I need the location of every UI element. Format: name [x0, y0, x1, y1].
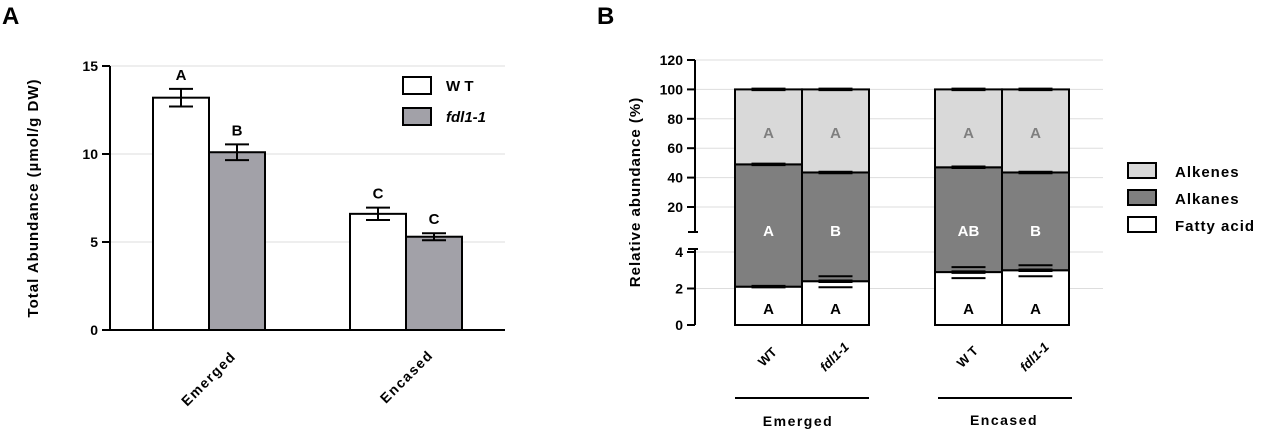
- bar-a: [208, 151, 266, 331]
- legend-swatch-alkanes: [1127, 189, 1157, 206]
- significance-letter-alkenes: A: [1030, 125, 1041, 142]
- significance-letter-alkanes: B: [1030, 223, 1041, 240]
- bar-a: [349, 212, 407, 331]
- legend-label-fdl: fdl1-1: [446, 109, 486, 126]
- y-tick-label-a: 0: [90, 322, 98, 338]
- group-label-emerged: Emerged: [763, 413, 833, 429]
- legend-swatch-wt: [402, 76, 432, 95]
- significance-letter-alkenes: A: [963, 125, 974, 142]
- significance-letter-alkenes: A: [763, 125, 774, 142]
- y-axis-title-a: Total Abundance (µmol/g DW): [25, 79, 42, 318]
- legend-swatch-alkenes: [1127, 162, 1157, 179]
- y-tick-label-b: 120: [660, 52, 684, 68]
- y-tick-label-b: 0: [675, 317, 683, 333]
- bar-segment-alkenes: [734, 88, 803, 166]
- legend-label-alkanes: Alkanes: [1175, 191, 1240, 208]
- y-tick-label-b: 100: [660, 81, 684, 97]
- legend-swatch-fdl: [402, 107, 432, 126]
- bar-a: [152, 96, 210, 332]
- bar-label-b: fdl1-1: [817, 339, 852, 374]
- y-tick-label-b: 2: [675, 281, 683, 297]
- significance-letter-a: B: [232, 122, 243, 139]
- bar-segment-fatty-acid: [934, 271, 1003, 327]
- y-tick-label-a: 10: [82, 146, 98, 162]
- y-tick-label-a: 5: [90, 234, 98, 250]
- significance-letter-fatty-acid: A: [830, 301, 841, 318]
- bar-segment-alkanes: [801, 171, 870, 283]
- y-axis-title-b: Relative abundance (%): [627, 97, 644, 287]
- y-tick-label-a: 15: [82, 58, 98, 74]
- bar-segment-fatty-acid: [801, 280, 870, 327]
- category-label-a: Encased: [377, 347, 436, 406]
- bar-segment-alkanes: [1001, 171, 1070, 272]
- y-tick-label-b: 80: [667, 111, 683, 127]
- y-tick-label-b: 20: [667, 199, 683, 215]
- significance-letter-fatty-acid: A: [763, 301, 774, 318]
- significance-letter-alkanes: A: [763, 223, 774, 240]
- significance-letter-alkanes: B: [830, 223, 841, 240]
- bar-label-b: WT: [755, 344, 780, 369]
- significance-letter-a: C: [429, 211, 440, 228]
- significance-letter-a: C: [373, 186, 384, 203]
- bar-a: [405, 235, 463, 331]
- significance-letter-alkenes: A: [830, 125, 841, 142]
- significance-letter-fatty-acid: A: [1030, 301, 1041, 318]
- panel-label-b: B: [597, 3, 614, 30]
- bar-segment-alkenes: [801, 88, 870, 174]
- significance-letter-fatty-acid: A: [963, 301, 974, 318]
- legend-label-wt: W T: [446, 78, 474, 95]
- bar-label-b: fdl1-1: [1017, 339, 1052, 374]
- panel-label-a: A: [2, 3, 19, 30]
- y-tick-label-b: 40: [667, 170, 683, 186]
- bar-segment-alkanes: [934, 166, 1003, 274]
- y-tick-label-b: 4: [675, 244, 683, 260]
- legend-swatch-fatty-acid: [1127, 216, 1157, 233]
- y-tick-label-b: 60: [667, 140, 683, 156]
- bar-label-b: W T: [954, 343, 981, 370]
- significance-letter-alkanes: AB: [958, 223, 980, 240]
- legend-label-alkenes: Alkenes: [1175, 164, 1240, 181]
- category-label-a: Emerged: [178, 348, 239, 409]
- group-label-encased: Encased: [970, 412, 1038, 428]
- significance-letter-a: A: [176, 67, 187, 84]
- legend-label-fatty-acid: Fatty acid: [1175, 218, 1255, 235]
